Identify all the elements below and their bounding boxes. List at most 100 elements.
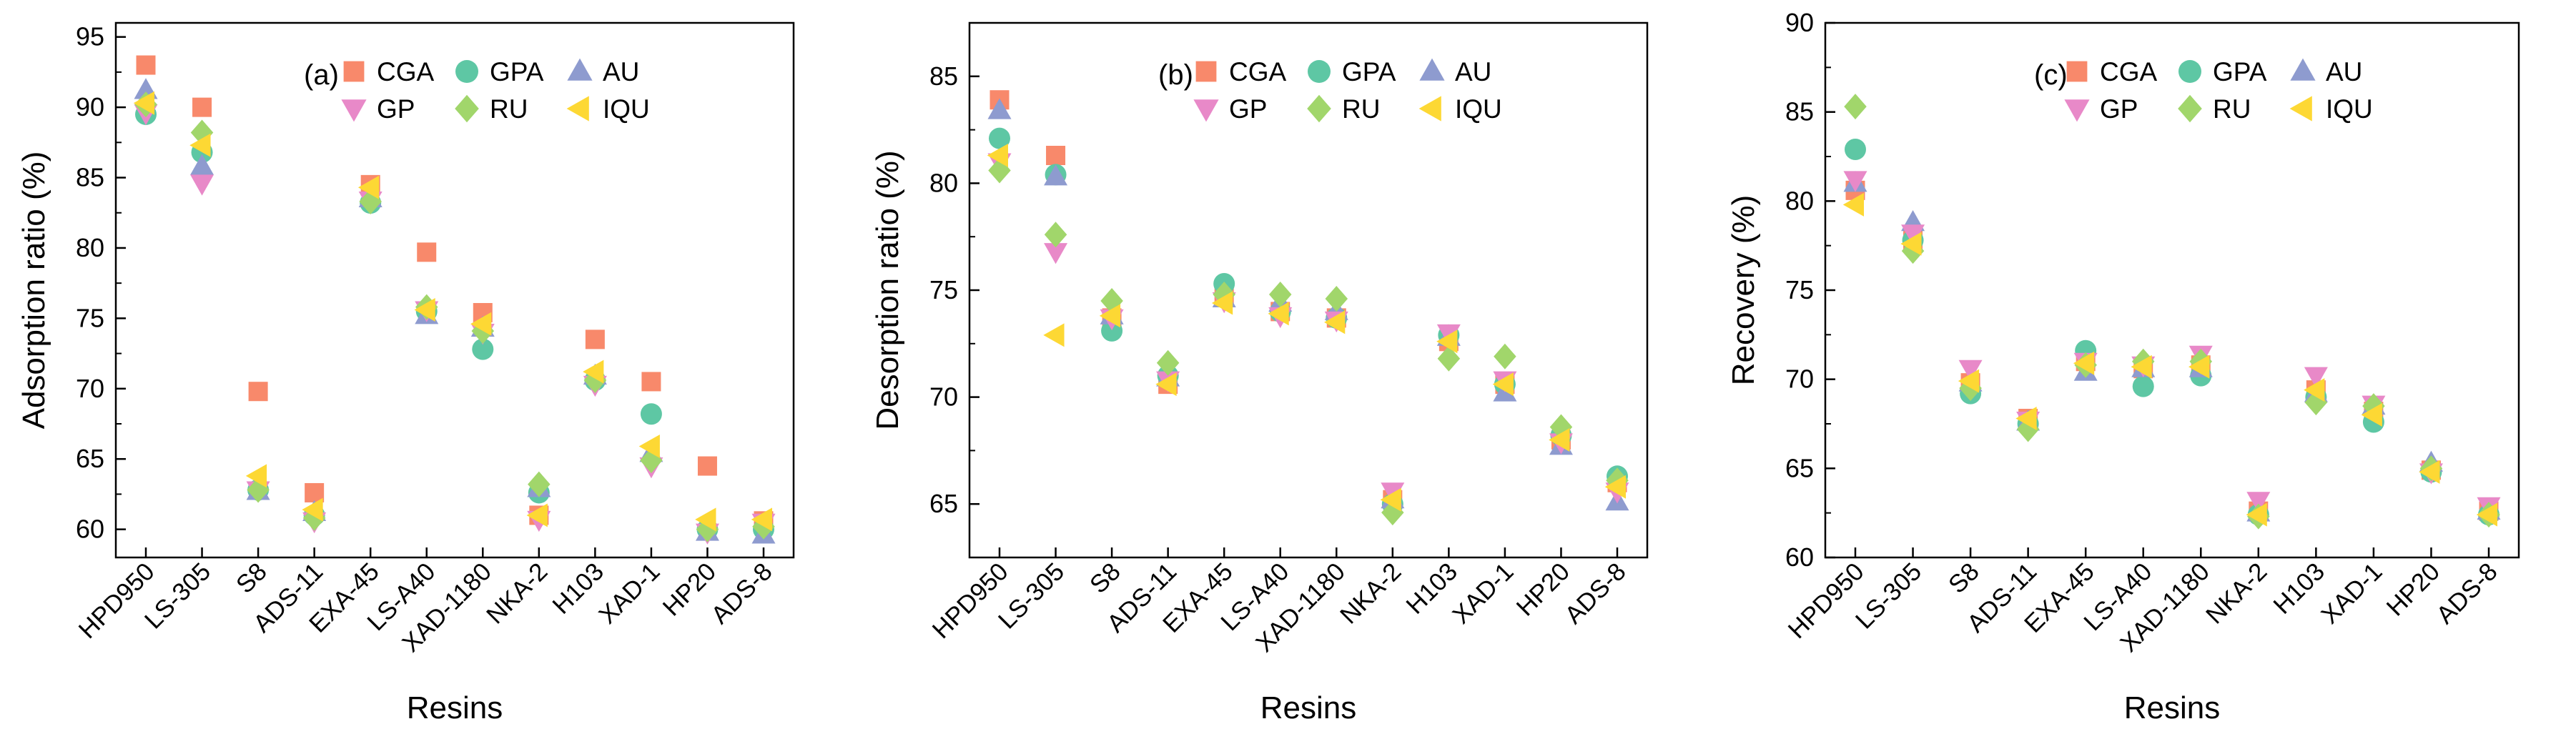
point-ru-xad-1180 xyxy=(1325,285,1348,312)
legend-marker-iqu xyxy=(566,96,589,121)
legend-marker-gp xyxy=(1193,99,1219,122)
point-gp-ls-305 xyxy=(190,174,214,196)
x-axis-title: Resins xyxy=(2124,690,2221,725)
y-tick-label: 85 xyxy=(76,163,104,192)
point-iqu-xad-1180 xyxy=(1324,310,1346,334)
point-cga-xad-1 xyxy=(641,372,661,392)
legend-label-au: AU xyxy=(2326,57,2362,86)
legend-marker-iqu xyxy=(2289,96,2312,121)
legend-marker-au xyxy=(567,58,593,81)
point-gp-nka-2 xyxy=(2246,492,2271,513)
point-iqu-s8 xyxy=(1099,304,1121,328)
point-ru-ads-11 xyxy=(1156,349,1180,376)
point-gpa-ls-a40 xyxy=(2132,375,2154,397)
legend-marker-ru xyxy=(455,94,479,123)
point-iqu-ads-11 xyxy=(1155,372,1177,397)
legend-label-cga: CGA xyxy=(1229,57,1287,86)
legend-marker-gp xyxy=(2064,99,2090,122)
legend-label-gpa: GPA xyxy=(1342,57,1396,86)
x-tick-label: XAD-1 xyxy=(593,557,665,629)
y-tick-label: 75 xyxy=(929,275,958,304)
point-iqu-h103 xyxy=(1436,329,1458,354)
point-cga-ls-a40 xyxy=(417,242,437,262)
x-tick-label: ADS-8 xyxy=(1559,557,1631,629)
y-axis-title: Adsorption ratio (%) xyxy=(16,152,51,430)
point-cga-ls-305 xyxy=(192,97,212,117)
panel-label: (b) xyxy=(1158,59,1193,91)
x-tick-label: HPD950 xyxy=(74,557,160,644)
x-tick-label: NKA-2 xyxy=(1335,557,1406,629)
point-gp-s8 xyxy=(1958,359,1983,381)
legend-label-au: AU xyxy=(603,57,639,86)
point-iqu-ls-a40 xyxy=(1268,302,1289,326)
x-tick-label: S8 xyxy=(1085,557,1126,599)
point-iqu-exa-45 xyxy=(2073,351,2095,375)
legend-label-gp: GP xyxy=(377,94,415,124)
x-axis-title: Resins xyxy=(407,690,503,725)
legend-marker-cga xyxy=(2066,61,2088,82)
y-tick-label: 70 xyxy=(76,374,104,403)
x-tick-label: NKA-2 xyxy=(2201,557,2272,629)
point-iqu-s8 xyxy=(245,464,267,488)
legend-label-au: AU xyxy=(1455,57,1491,86)
point-cga-h103 xyxy=(585,329,605,349)
point-iqu-xad-1 xyxy=(2361,403,2382,427)
point-au-hpd950 xyxy=(987,98,1012,119)
y-tick-label: 90 xyxy=(76,92,104,121)
point-gpa-xad-1 xyxy=(640,403,662,425)
point-gp-h103 xyxy=(2304,367,2328,388)
point-iqu-xad-1 xyxy=(638,434,660,458)
point-au-ls-305 xyxy=(1044,164,1068,186)
y-tick-label: 90 xyxy=(1785,8,1814,37)
y-tick-label: 85 xyxy=(929,61,958,91)
y-tick-label: 80 xyxy=(929,168,958,197)
y-tick-label: 95 xyxy=(76,22,104,51)
legend-label-ru: RU xyxy=(490,94,528,124)
point-iqu-nka-2 xyxy=(526,503,548,527)
point-gp-hpd950 xyxy=(1843,171,1867,192)
point-cga-s8 xyxy=(248,382,268,402)
point-ru-xad-1 xyxy=(1494,343,1516,370)
x-tick-label: HPD950 xyxy=(927,557,1014,644)
point-iqu-hpd950 xyxy=(1842,192,1864,217)
y-tick-label: 80 xyxy=(1785,186,1814,215)
point-cga-ls-305 xyxy=(1046,146,1066,166)
y-tick-label: 65 xyxy=(1785,453,1814,482)
y-tick-label: 75 xyxy=(1785,275,1814,304)
point-iqu-h103 xyxy=(2304,378,2325,402)
point-ru-h103 xyxy=(1437,345,1461,372)
y-tick-label: 85 xyxy=(1785,97,1814,127)
legend-marker-gpa xyxy=(455,60,478,83)
legend-label-ru: RU xyxy=(2213,94,2251,124)
panel-label: (c) xyxy=(2034,59,2068,91)
y-tick-label: 65 xyxy=(929,489,958,518)
point-iqu-ads-8 xyxy=(2476,502,2497,527)
panel-label: (a) xyxy=(304,59,339,91)
point-cga-hp20 xyxy=(697,456,717,476)
legend-label-iqu: IQU xyxy=(1455,94,1502,124)
point-iqu-ls-a40 xyxy=(2131,354,2152,379)
legend-marker-au xyxy=(1419,58,1445,81)
legend-marker-gp xyxy=(341,99,367,122)
point-iqu-ads-8 xyxy=(751,507,772,532)
point-iqu-exa-45 xyxy=(1211,291,1233,315)
point-cga-hpd950 xyxy=(136,55,156,75)
x-tick-label: XAD-1 xyxy=(2316,557,2387,629)
legend-marker-cga xyxy=(1195,61,1217,82)
legend-label-iqu: IQU xyxy=(2326,94,2373,124)
x-tick-label: NKA-2 xyxy=(481,557,553,629)
legend-marker-cga xyxy=(343,61,365,82)
y-tick-label: 65 xyxy=(76,444,104,473)
legend-label-cga: CGA xyxy=(377,57,435,86)
point-iqu-xad-1180 xyxy=(470,312,492,336)
point-iqu-ls-a40 xyxy=(414,298,435,322)
point-iqu-hp20 xyxy=(695,507,716,532)
y-tick-label: 60 xyxy=(1785,542,1814,572)
plot-frame xyxy=(968,21,1649,559)
x-tick-label: S8 xyxy=(231,557,272,599)
point-iqu-hpd950 xyxy=(133,91,154,115)
